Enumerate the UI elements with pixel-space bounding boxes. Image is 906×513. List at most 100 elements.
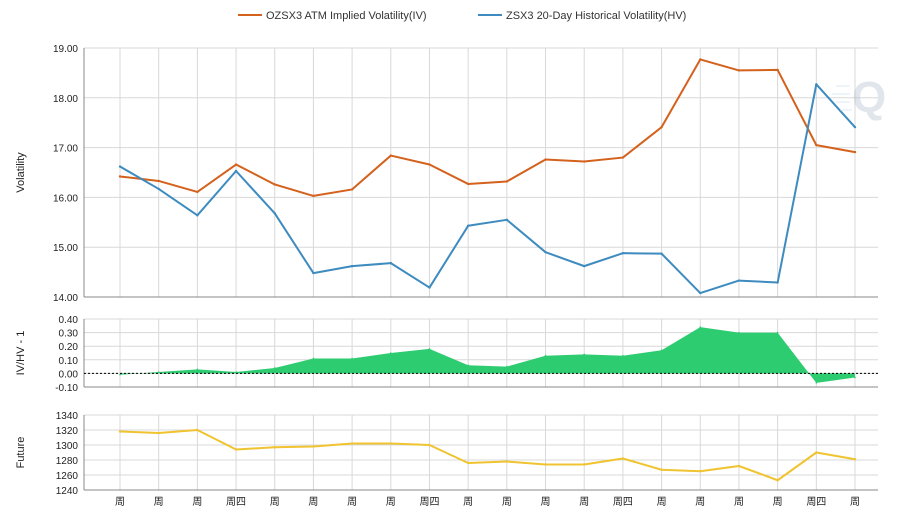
y-tick-label: 0.40 (59, 315, 79, 326)
y-tick-label: 16.00 (53, 193, 78, 204)
q-logo-glyph: Q (852, 73, 886, 122)
future-series-point (815, 451, 818, 454)
x-tick-label: 周 (270, 496, 280, 508)
future-series-point (428, 443, 431, 447)
ratio-area (120, 327, 855, 383)
y-tick-label: 0.30 (59, 329, 79, 340)
future-series-point (621, 457, 625, 460)
volatility-panel: 14.00 15.00 16.00 17.00 18.00 19.00 Volatility (15, 44, 878, 304)
future-series-point (196, 428, 199, 432)
iv-hv-ratio-panel: -0.10 0.00 0.10 0.20 0.30 0.40 IV/HV - 1 (15, 315, 878, 394)
ratio-point (119, 373, 121, 376)
x-tick-label: 周 (115, 496, 125, 508)
y-axis-title: Volatility (15, 152, 27, 193)
hv-series-point (157, 187, 160, 191)
future-series-line (119, 429, 856, 482)
iv-series-line (119, 58, 856, 197)
x-tick-label: 周 (386, 496, 396, 508)
iv-series-point (699, 58, 702, 61)
hv-series-point (544, 250, 547, 254)
iv-series-point (428, 163, 431, 166)
future-series-point (853, 458, 857, 461)
iv-series-point (776, 68, 779, 72)
future-series-point (312, 445, 315, 448)
iv-series-point (544, 158, 547, 161)
y-tick-label: -0.10 (55, 383, 78, 394)
x-tick-label: 周 (773, 496, 783, 508)
future-series-point (699, 470, 702, 473)
x-axis: 周 周 周 周四 周 周 周 周 周四 周 周 周 周 周四 周 周 周 周 周四 周 (115, 496, 860, 508)
iv-series-point (660, 125, 663, 129)
hv-series-point (466, 224, 470, 227)
future-series-point (389, 442, 392, 445)
x-tick-label: 周四 (419, 496, 439, 508)
y-tick-label: 1300 (56, 441, 79, 452)
future-series-point (660, 468, 663, 471)
future-series-point (544, 463, 547, 466)
hv-series-point (273, 212, 276, 215)
x-tick-label: 周 (347, 496, 357, 508)
y-tick-label: 1340 (56, 411, 79, 422)
iv-series-point (737, 69, 741, 72)
legend: OZSX3 ATM Implied Volatility(IV) ZSX3 20… (238, 10, 686, 22)
iv-series-point (389, 154, 392, 157)
ratio-point (776, 331, 779, 334)
ratio-point (699, 326, 702, 328)
y-tick-label: 15.00 (53, 243, 78, 254)
y-tick-label: 1240 (56, 486, 79, 497)
future-series-point (505, 460, 509, 463)
hv-series-point (853, 125, 857, 129)
hv-series-point (389, 261, 392, 265)
y-tick-label: 0.10 (59, 356, 79, 367)
iv-series-point (118, 175, 122, 178)
ratio-point (389, 352, 392, 354)
legend-label-hv: ZSX3 20-Day Historical Volatility(HV) (506, 10, 686, 22)
x-tick-label: 周 (734, 496, 744, 508)
future-series-point (350, 442, 354, 445)
y-axis-title: IV/HV - 1 (15, 331, 27, 376)
iv-series-point (466, 182, 470, 186)
hv-series-point (699, 291, 702, 295)
ratio-point (622, 354, 624, 357)
ratio-point (428, 348, 431, 350)
x-tick-label: 周四 (806, 496, 826, 508)
y-tick-label: 18.00 (53, 94, 78, 105)
y-tick-label: 0.20 (59, 342, 79, 353)
x-tick-label: 周 (502, 496, 512, 508)
x-tick-label: 周 (579, 496, 589, 508)
y-tick-label: 17.00 (53, 144, 78, 155)
future-series-point (157, 431, 160, 435)
hv-series-point (583, 264, 586, 268)
legend-label-iv: OZSX3 ATM Implied Volatility(IV) (266, 10, 427, 22)
x-tick-label: 周 (308, 496, 318, 508)
x-tick-label: 周 (192, 496, 202, 508)
ratio-point (815, 382, 818, 384)
hv-series-point (428, 286, 431, 289)
y-tick-label: 1320 (56, 426, 79, 437)
iv-series-point (157, 179, 160, 183)
x-tick-label: 周 (541, 496, 551, 508)
iv-series-point (234, 163, 238, 166)
ratio-point (583, 353, 586, 356)
q-logo-watermark: Q (832, 73, 886, 122)
iv-series-point (853, 150, 857, 154)
future-series-point (776, 479, 779, 482)
ratio-point (467, 364, 469, 367)
hv-series-point (196, 214, 199, 217)
iv-series-point (312, 194, 315, 198)
future-series-point (583, 463, 586, 466)
hv-series-point (234, 169, 238, 173)
ratio-point (196, 368, 199, 371)
iv-series-point (815, 143, 818, 147)
y-tick-label: 19.00 (53, 44, 78, 55)
x-tick-label: 周 (154, 496, 164, 508)
y-tick-label: 0.00 (59, 369, 79, 380)
x-tick-label: 周 (463, 496, 473, 508)
ratio-point (273, 367, 276, 369)
ratio-point (506, 365, 508, 368)
x-tick-label: 周 (657, 496, 667, 508)
ratio-point (235, 371, 237, 373)
hv-series-point (312, 271, 315, 275)
x-tick-label: 周四 (613, 496, 633, 508)
ratio-point (157, 371, 160, 373)
